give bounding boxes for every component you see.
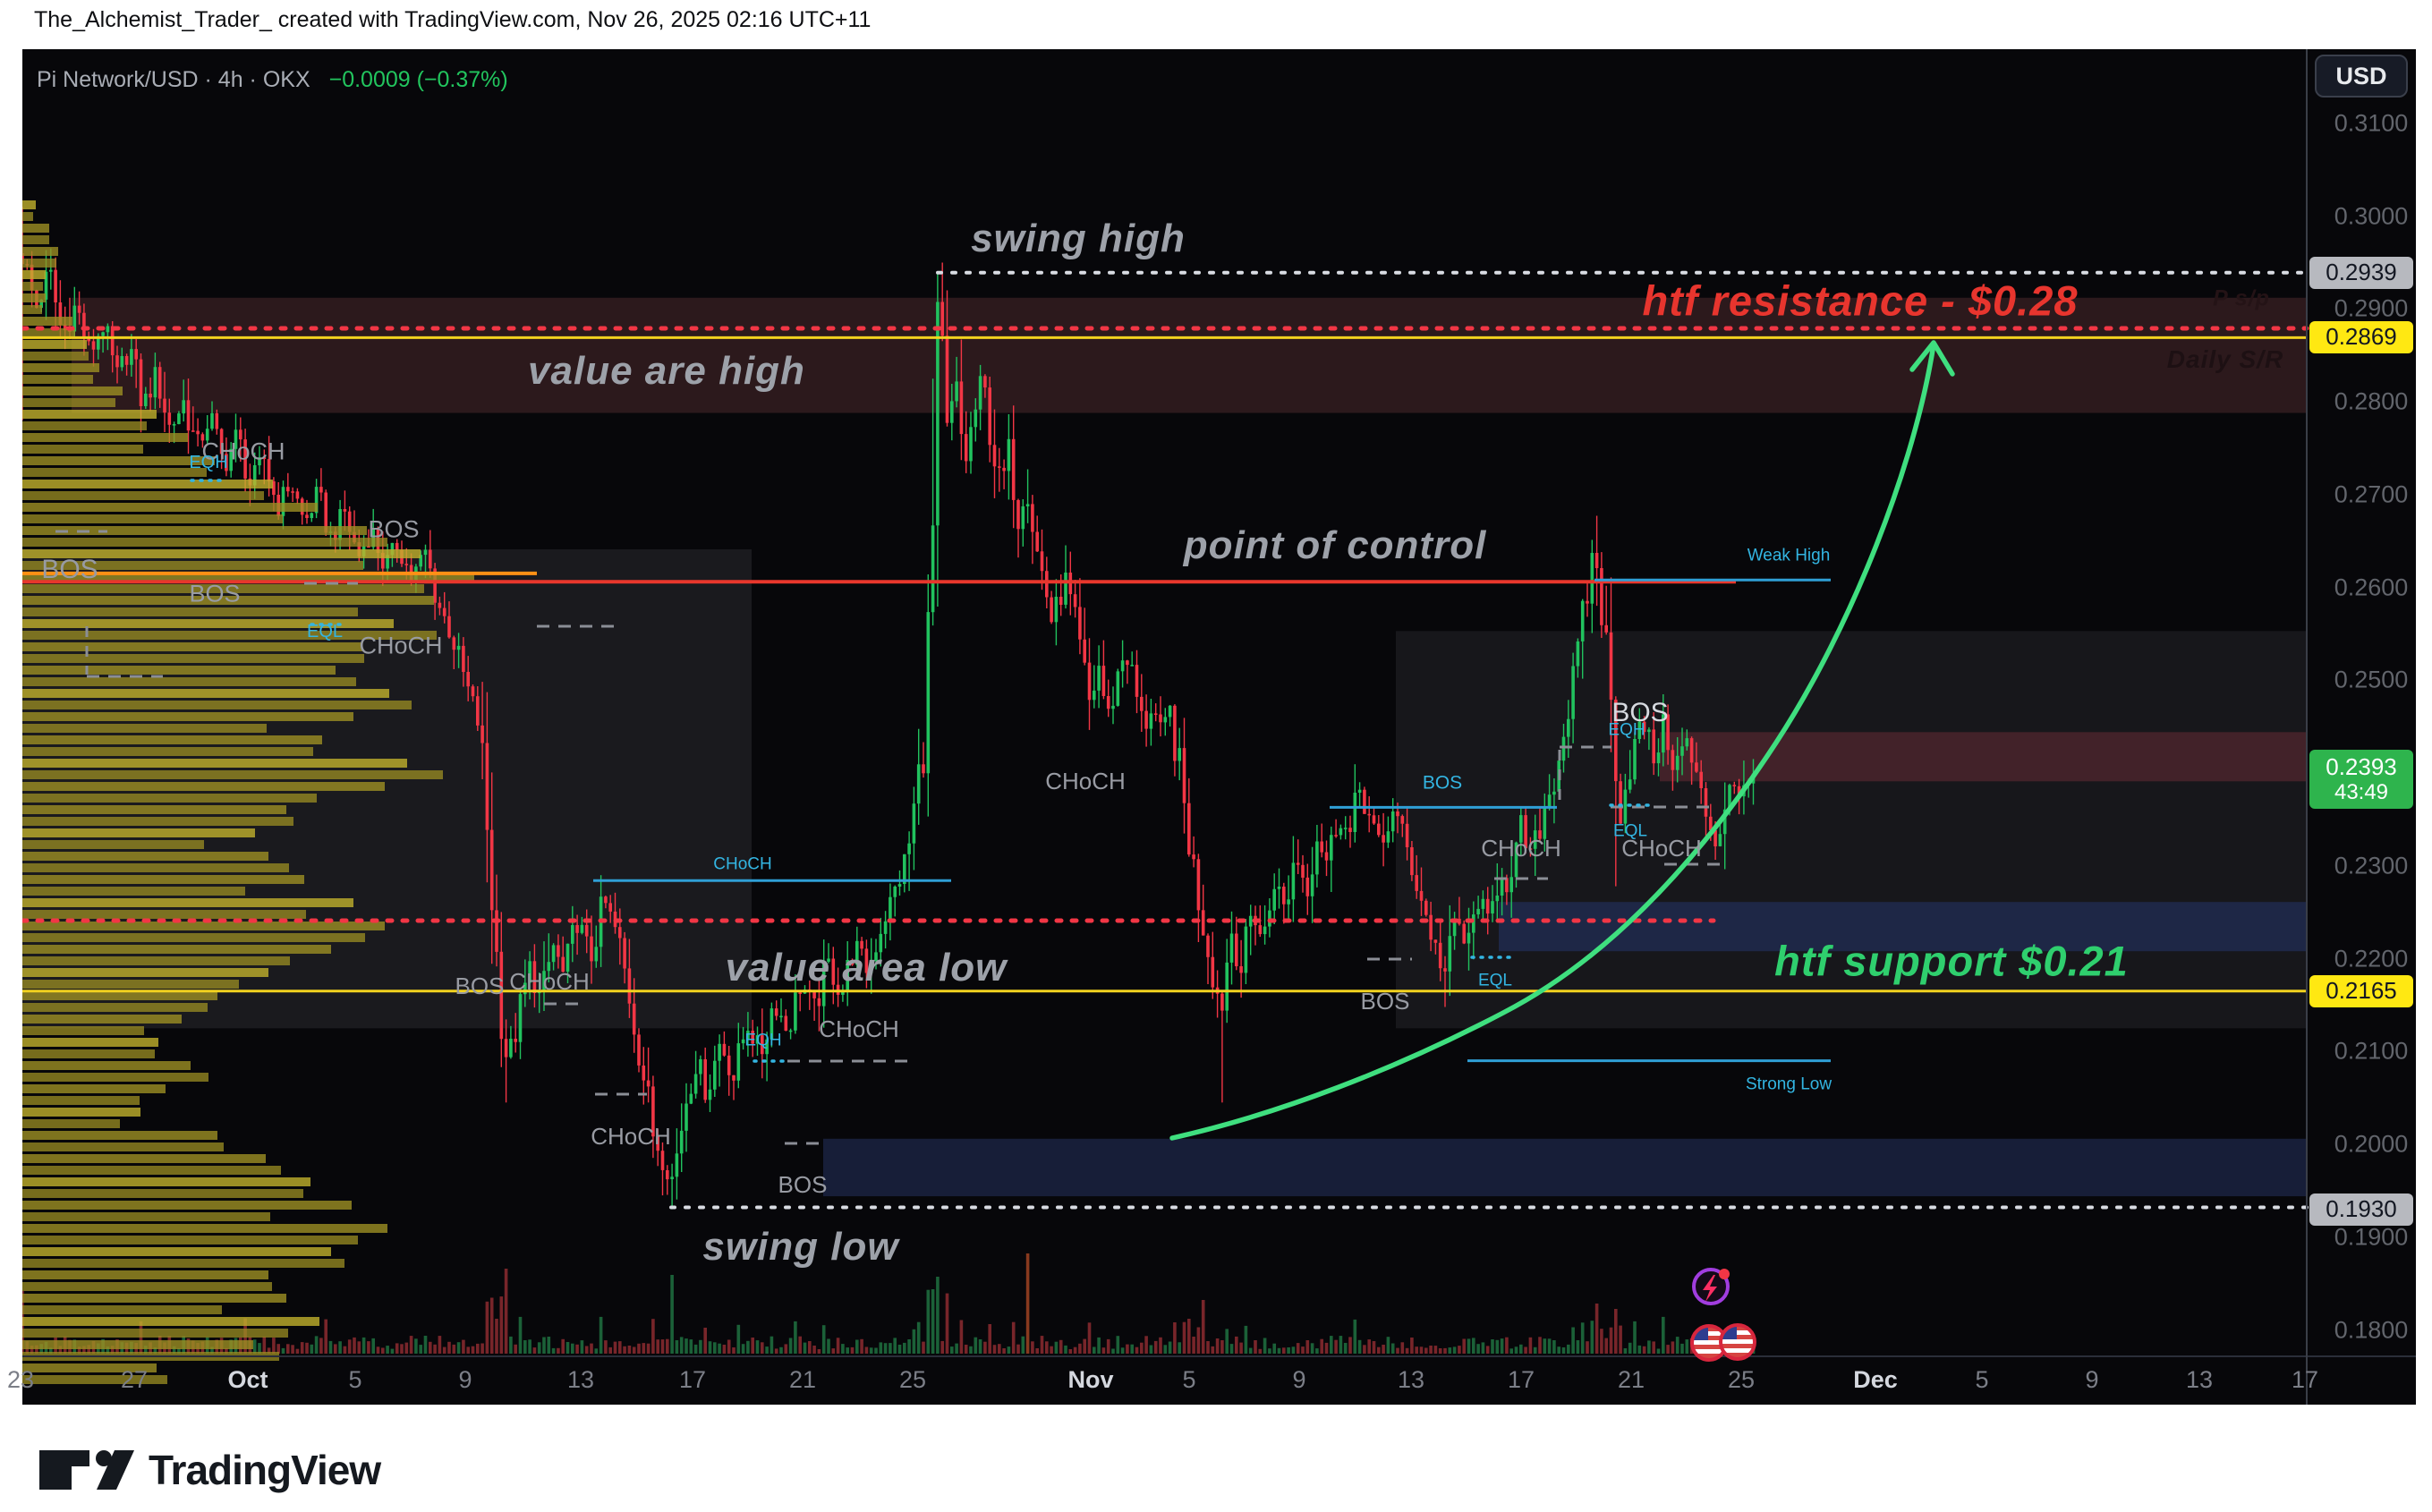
structure-label-choch: CHoCH — [1621, 835, 1702, 862]
time-tick-nov: Nov — [1067, 1366, 1114, 1393]
time-tick-25: 25 — [1727, 1366, 1756, 1393]
time-tick-9: 9 — [458, 1366, 472, 1393]
annotation-daily-s-r: Daily S/R — [2166, 345, 2284, 373]
annotation-htf-support-$0.21: htf support $0.21 — [1774, 937, 2129, 985]
tradingview-footer[interactable]: TradingView — [39, 1446, 381, 1494]
structure-label-bos: BOS — [1422, 772, 1463, 794]
structure-label-bos: BOS — [189, 580, 241, 607]
price-tick-0.2000: 0.2000 — [2334, 1130, 2409, 1158]
time-tick-17: 17 — [2291, 1366, 2319, 1393]
time-tick-21: 21 — [1617, 1366, 1645, 1393]
price-tick-0.2800: 0.2800 — [2334, 387, 2409, 415]
annotation-point-of-control: point of control — [1183, 523, 1487, 567]
price-badge-0.2869: 0.2869 — [2309, 321, 2413, 354]
annotation-swing-high: swing high — [971, 217, 1186, 260]
price-chart-plot[interactable] — [22, 49, 2416, 1405]
time-tick-13: 13 — [566, 1366, 595, 1393]
structure-label-bos: BOS — [1360, 988, 1410, 1015]
tradingview-brand-text: TradingView — [149, 1447, 381, 1493]
time-tick-23: 23 — [6, 1366, 35, 1393]
time-tick-17: 17 — [678, 1366, 707, 1393]
structure-label-weak-high: Weak High — [1747, 546, 1831, 565]
time-tick-13: 13 — [2185, 1366, 2214, 1393]
structure-label-choch: CHoCH — [509, 968, 590, 995]
economic-event-icon[interactable] — [1692, 1268, 1730, 1305]
annotation-htf-resistance-$0.28: htf resistance - $0.28 — [1642, 276, 2079, 325]
attribution-text: The_Alchemist_Trader_ created with Tradi… — [34, 7, 872, 32]
price-tick-0.2200: 0.2200 — [2334, 945, 2409, 972]
currency-toggle-button[interactable]: USD — [2315, 55, 2408, 98]
structure-label-choch: CHoCH — [819, 1015, 899, 1042]
time-tick-9: 9 — [2085, 1366, 2099, 1393]
structure-label-choch: CHoCH — [1481, 835, 1561, 862]
time-tick-oct: Oct — [227, 1366, 268, 1393]
structure-label-eql: EQL — [306, 622, 344, 641]
price-badge-0.2165: 0.2165 — [2309, 974, 2413, 1007]
structure-label-choch: CHoCH — [201, 437, 285, 465]
price-tick-0.2300: 0.2300 — [2334, 852, 2409, 879]
symbol-title: Pi Network/USD · 4h · OKX — [37, 67, 310, 92]
price-tick-0.3100: 0.3100 — [2334, 109, 2409, 137]
structure-label-eqh: EQH — [1608, 720, 1645, 740]
price-tick-0.1800: 0.1800 — [2334, 1316, 2409, 1343]
structure-label-choch: CHoCH — [591, 1123, 671, 1150]
lightning-icon — [1703, 1275, 1717, 1302]
price-tick-0.2900: 0.2900 — [2334, 294, 2409, 322]
time-tick-21: 21 — [788, 1366, 817, 1393]
time-tick-17: 17 — [1507, 1366, 1535, 1393]
price-badge-0.2393: 0.2393 43:49 — [2309, 750, 2413, 810]
event-dot — [1719, 1269, 1730, 1279]
time-tick-27: 27 — [120, 1366, 149, 1393]
time-tick-5: 5 — [1975, 1366, 1989, 1393]
chart-area[interactable]: Pi Network/USD · 4h · OKX −0.0009 (−0.37… — [7, 49, 2416, 1405]
price-tick-0.3000: 0.3000 — [2334, 202, 2409, 229]
tradingview-logo-icon — [39, 1450, 134, 1490]
time-tick-5: 5 — [1182, 1366, 1196, 1393]
structure-label-choch: CHoCH — [713, 854, 772, 874]
price-tick-0.2100: 0.2100 — [2334, 1037, 2409, 1065]
structure-label-bos: BOS — [41, 555, 98, 584]
structure-label-eqh: EQH — [189, 453, 228, 472]
time-tick-9: 9 — [1292, 1366, 1306, 1393]
time-tick-dec: Dec — [1853, 1366, 1898, 1393]
price-tick-0.2700: 0.2700 — [2334, 480, 2409, 508]
structure-label-bos: BOS — [368, 515, 420, 543]
price-tick-0.1900: 0.1900 — [2334, 1223, 2409, 1251]
structure-label-choch: CHoCH — [359, 632, 443, 659]
structure-label-choch: CHoCH — [1045, 768, 1126, 794]
price-badge-0.2939: 0.2939 — [2309, 256, 2413, 289]
structure-label-bos: BOS — [778, 1171, 828, 1198]
annotation-value-area-low: value area low — [725, 946, 1008, 990]
structure-label-eqh: EQH — [744, 1031, 782, 1050]
time-tick-13: 13 — [1397, 1366, 1425, 1393]
price-badge-0.1930: 0.1930 — [2309, 1193, 2413, 1226]
structure-label-strong-low: Strong Low — [1745, 1075, 1833, 1094]
annotation-p-s-p: P s/p — [2213, 285, 2270, 311]
time-tick-5: 5 — [348, 1366, 362, 1393]
event-markers[interactable] — [1673, 1257, 1772, 1373]
annotation-swing-low: swing low — [702, 1225, 899, 1269]
price-tick-0.2600: 0.2600 — [2334, 573, 2409, 600]
structure-label-bos: BOS — [455, 973, 505, 999]
structure-label-eql: EQL — [1612, 821, 1648, 841]
structure-label-bos: BOS — [1611, 698, 1669, 727]
us-flag-events-icon[interactable] — [1690, 1323, 1756, 1362]
time-tick-25: 25 — [898, 1366, 927, 1393]
price-change: −0.0009 (−0.37%) — [328, 67, 508, 92]
annotation-value-are-high: value are high — [528, 349, 805, 393]
symbol-legend[interactable]: Pi Network/USD · 4h · OKX −0.0009 (−0.37… — [37, 67, 508, 93]
price-tick-0.2500: 0.2500 — [2334, 666, 2409, 693]
structure-label-eql: EQL — [1477, 971, 1513, 990]
